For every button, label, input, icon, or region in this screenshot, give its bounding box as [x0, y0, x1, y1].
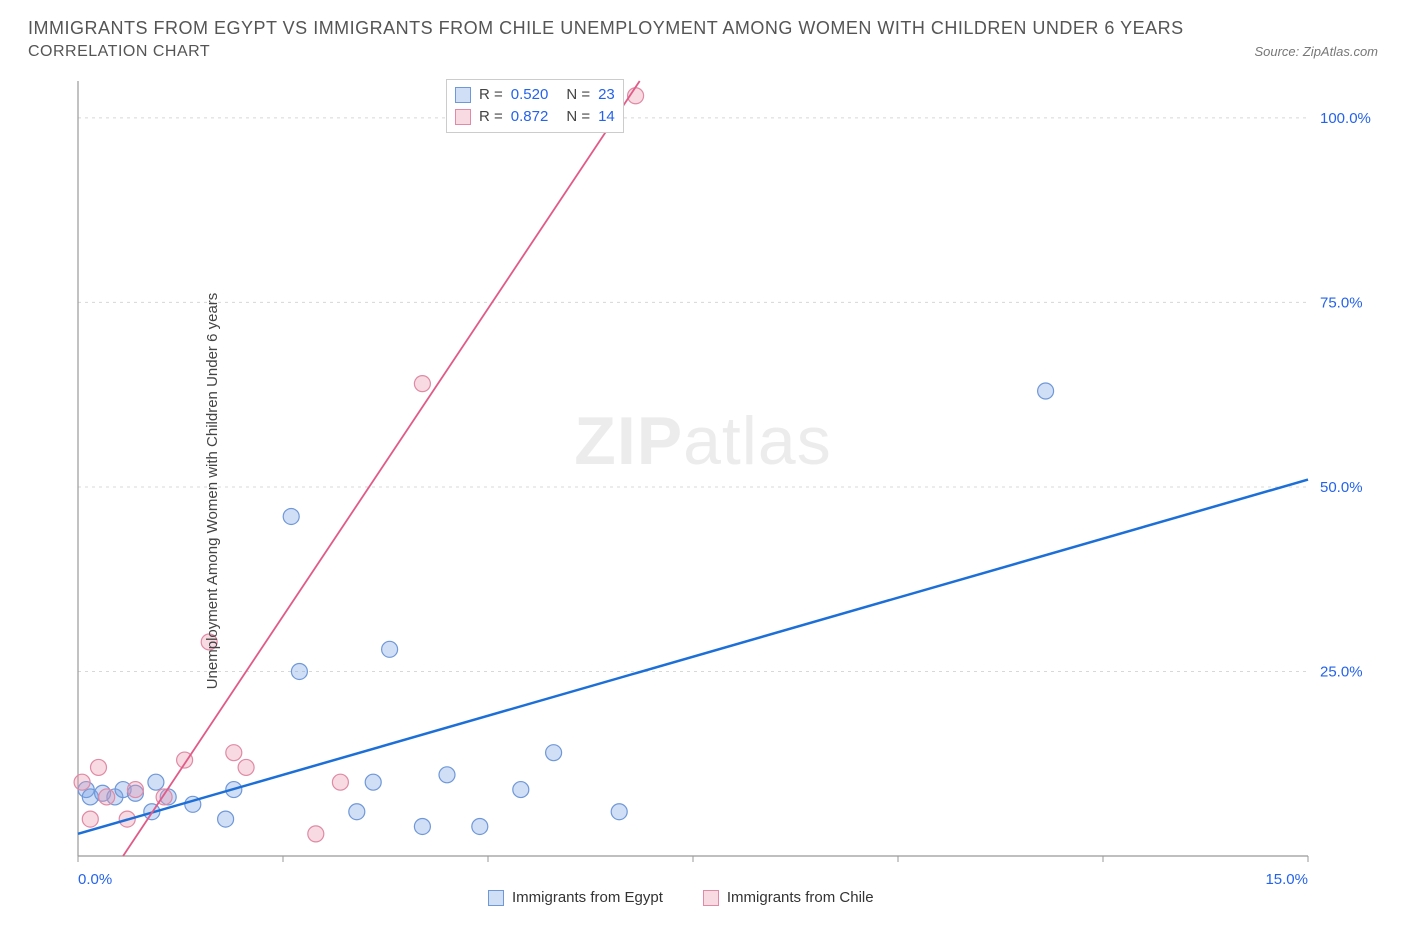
stats-row-egypt: R = 0.520 N = 23	[455, 84, 615, 106]
swatch-chile-icon	[703, 890, 719, 906]
scatter-chart-svg: 25.0% 50.0% 75.0% 100.0% 0.0% 15.0%	[28, 71, 1378, 911]
y-axis-label: Unemployment Among Women with Children U…	[204, 293, 221, 690]
svg-text:15.0%: 15.0%	[1265, 871, 1308, 888]
svg-text:0.0%: 0.0%	[78, 871, 112, 888]
chart-title: IMMIGRANTS FROM EGYPT VS IMMIGRANTS FROM…	[28, 18, 1378, 39]
legend-item-egypt: Immigrants from Egypt	[488, 889, 663, 906]
legend-item-chile: Immigrants from Chile	[703, 889, 874, 906]
svg-text:75.0%: 75.0%	[1320, 294, 1363, 311]
series-legend: Immigrants from Egypt Immigrants from Ch…	[488, 889, 874, 906]
chart-area: Unemployment Among Women with Children U…	[28, 71, 1378, 911]
source-label: Source: ZipAtlas.com	[1254, 44, 1378, 59]
subtitle-row: CORRELATION CHART Source: ZipAtlas.com	[28, 43, 1378, 61]
correlation-stats-box: R = 0.520 N = 23 R = 0.872 N = 14	[446, 79, 624, 133]
swatch-egypt-icon	[488, 890, 504, 906]
svg-text:100.0%: 100.0%	[1320, 110, 1371, 127]
svg-text:50.0%: 50.0%	[1320, 479, 1363, 496]
svg-text:25.0%: 25.0%	[1320, 663, 1363, 680]
swatch-chile	[455, 109, 471, 125]
swatch-egypt	[455, 87, 471, 103]
stats-row-chile: R = 0.872 N = 14	[455, 106, 615, 128]
chart-subtitle: CORRELATION CHART	[28, 43, 210, 61]
